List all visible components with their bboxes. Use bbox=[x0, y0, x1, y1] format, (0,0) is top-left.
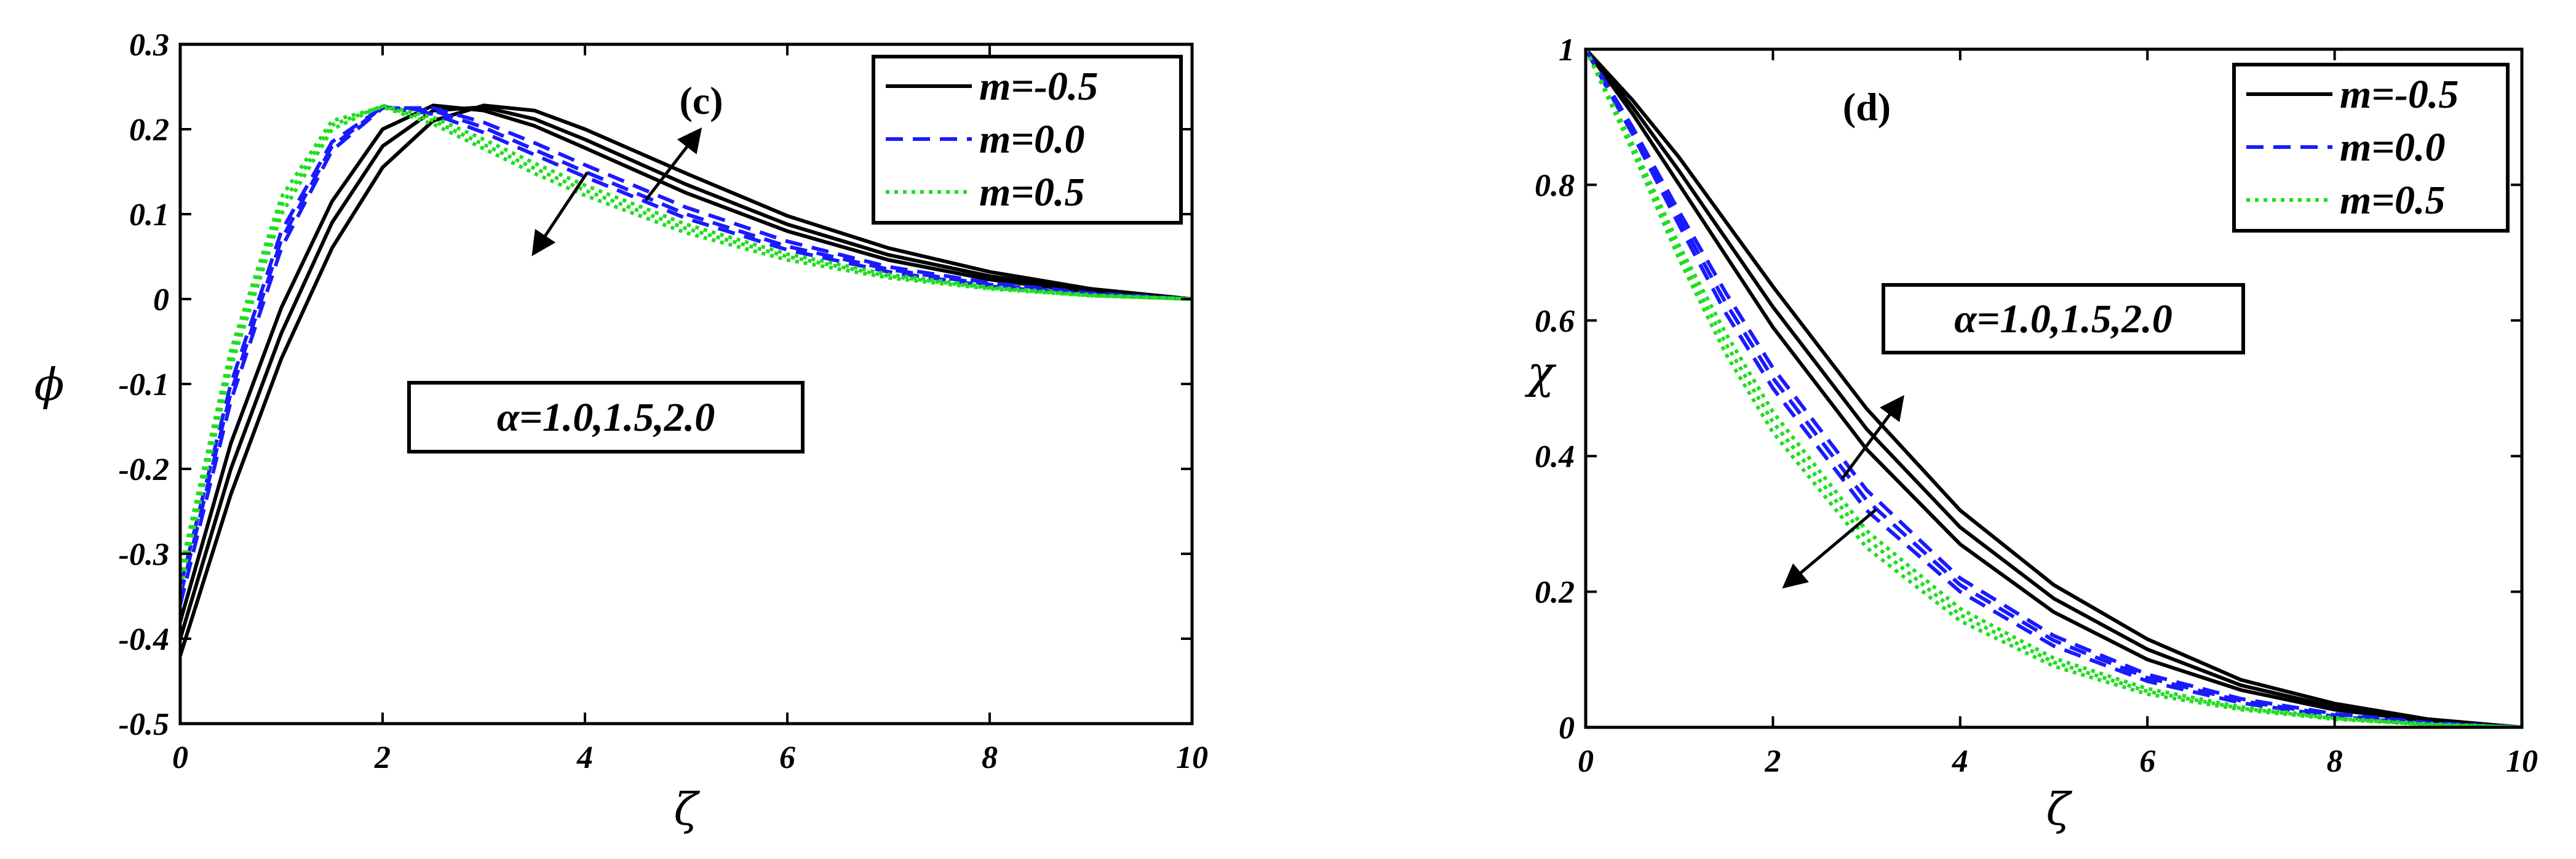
x-tick-label: 8 bbox=[982, 740, 998, 775]
y-tick-label: 0 bbox=[1559, 711, 1575, 746]
x-axis-label: ζ bbox=[2046, 783, 2072, 835]
x-tick-label: 6 bbox=[779, 740, 795, 775]
parameter-label: α=1.0,1.5,2.0 bbox=[1954, 297, 2173, 342]
series-line-m=0.0-3 bbox=[1586, 49, 2522, 727]
panel-tag: (c) bbox=[679, 79, 723, 122]
y-tick-label: 0.2 bbox=[129, 113, 169, 148]
y-tick-label: 0.3 bbox=[129, 28, 169, 63]
y-axis-label: χ bbox=[1524, 346, 1557, 398]
series-line-m=-0.5-2 bbox=[180, 103, 1192, 623]
series-line-m=0.5-7 bbox=[180, 104, 1192, 580]
series-line-m=0.0-3 bbox=[180, 106, 1192, 605]
legend-label: m=0.5 bbox=[979, 170, 1084, 215]
legend-label: m=-0.5 bbox=[2340, 72, 2459, 117]
trend-arrow bbox=[1840, 394, 1904, 480]
series-line-m=-0.5-1 bbox=[180, 105, 1192, 639]
x-tick-label: 4 bbox=[1952, 744, 1968, 779]
trend-arrow bbox=[645, 127, 702, 201]
parameter-label: α=1.0,1.5,2.0 bbox=[497, 395, 715, 440]
x-axis-label: ζ bbox=[674, 783, 700, 835]
panel-tag: (d) bbox=[1843, 85, 1891, 129]
series-line-m=0.0-5 bbox=[180, 105, 1192, 588]
x-tick-label: 2 bbox=[1764, 744, 1781, 779]
x-tick-label: 0 bbox=[172, 740, 188, 775]
x-tick-label: 2 bbox=[374, 740, 391, 775]
series-line-m=-0.5-0 bbox=[180, 103, 1192, 657]
y-axis-label: ϕ bbox=[34, 359, 64, 410]
y-tick-label: 0.8 bbox=[1535, 168, 1575, 203]
legend-label: m=0.5 bbox=[2340, 178, 2445, 223]
series-line-m=-0.5-2 bbox=[1586, 49, 2522, 727]
legend-label: m=-0.5 bbox=[979, 64, 1098, 109]
x-tick-label: 0 bbox=[1578, 744, 1594, 779]
y-tick-label: 0.4 bbox=[1535, 439, 1575, 474]
y-tick-label: 1 bbox=[1559, 33, 1575, 68]
series-line-m=-0.5-0 bbox=[1586, 49, 2522, 727]
panel-d: 0 2 4 6 8 10 1 0.8 0.6 0.4 0.2 0 ζ χ (d) α=1.0,1.5,2.0 m… bbox=[1524, 33, 2538, 835]
parameter-box bbox=[1882, 283, 2245, 354]
y-tick-label: -0.2 bbox=[119, 452, 169, 487]
series-line-m=0.0-4 bbox=[180, 105, 1192, 597]
x-tick-label: 10 bbox=[1176, 740, 1208, 775]
y-tick-label: -0.5 bbox=[119, 707, 169, 742]
legend-label: m=0.0 bbox=[2340, 125, 2445, 170]
trend-arrow bbox=[1782, 508, 1877, 589]
plot-frame bbox=[1584, 47, 2524, 729]
y-tick-label: -0.4 bbox=[119, 622, 169, 657]
y-tick-label: -0.3 bbox=[119, 537, 169, 572]
panel-c: 0 2 4 6 8 10 0.3 0.2 0.1 0 -0.1 -0.2 -0.3 -0.4 -0.5 ζ ϕ (… bbox=[34, 28, 1208, 835]
y-tick-label: -0.1 bbox=[119, 367, 169, 402]
x-tick-label: 6 bbox=[2139, 744, 2155, 779]
y-tick-label: 0 bbox=[153, 282, 169, 318]
curves bbox=[180, 103, 1192, 657]
y-tick-label: 0.1 bbox=[129, 198, 169, 233]
series-line-m=-0.5-1 bbox=[1586, 49, 2522, 727]
trend-arrow bbox=[531, 171, 589, 257]
x-tick-label: 10 bbox=[2506, 744, 2538, 779]
x-tick-label: 8 bbox=[2327, 744, 2343, 779]
y-tick-label: 0.2 bbox=[1535, 575, 1575, 610]
parameter-box bbox=[407, 381, 805, 453]
series-line-m=0.5-6 bbox=[1586, 49, 2522, 727]
y-tick-label: 0.6 bbox=[1535, 304, 1575, 339]
x-tick-label: 4 bbox=[576, 740, 593, 775]
legend-label: m=0.0 bbox=[979, 117, 1084, 162]
